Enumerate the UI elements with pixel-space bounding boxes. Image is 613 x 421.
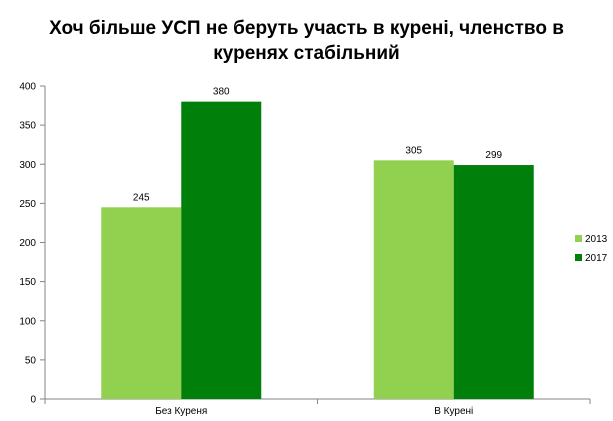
y-tick-label: 200 [19, 238, 36, 249]
chart-legend: 2013 2017 [575, 234, 608, 264]
legend-label: 2013 [585, 234, 608, 245]
data-label: 380 [213, 87, 230, 98]
y-tick-label: 350 [19, 121, 36, 132]
chart-data-labels: 245 380 305 299 [133, 87, 503, 204]
chart-title-line-2: куренях стабільний [213, 43, 400, 64]
chart-title-line-1: Хоч більше УСП не беруть участь в курені… [49, 18, 564, 39]
y-tick-label: 0 [30, 395, 36, 406]
data-label: 305 [405, 145, 422, 156]
legend-label: 2017 [585, 253, 608, 264]
y-tick-label: 400 [19, 82, 36, 93]
data-label: 245 [133, 192, 150, 203]
bar-2013 [101, 207, 182, 399]
bar-2017 [181, 101, 262, 400]
x-tick-label: Без Куреня [155, 406, 207, 417]
bar-2013 [373, 160, 454, 399]
legend-swatch-2013 [575, 235, 582, 242]
bar-2017 [453, 165, 534, 399]
data-label: 299 [485, 150, 502, 161]
y-tick-label: 100 [19, 316, 36, 327]
x-tick-label: В Курені [434, 406, 473, 417]
y-tick-label: 300 [19, 160, 36, 171]
legend-swatch-2017 [575, 254, 582, 261]
chart-title: Хоч більше УСП не беруть участь в курені… [0, 16, 613, 66]
y-tick-label: 150 [19, 277, 36, 288]
y-tick-label: 250 [19, 199, 36, 210]
y-tick-label: 50 [25, 355, 37, 366]
chart-bars [101, 101, 534, 400]
